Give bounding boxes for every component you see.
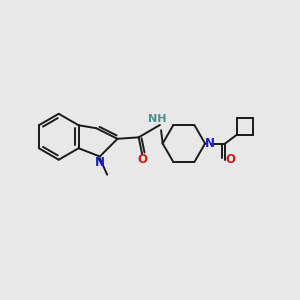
Text: N: N — [205, 137, 215, 150]
Text: O: O — [225, 153, 236, 166]
Text: NH: NH — [148, 114, 167, 124]
Text: O: O — [137, 153, 147, 166]
Text: N: N — [95, 157, 105, 169]
